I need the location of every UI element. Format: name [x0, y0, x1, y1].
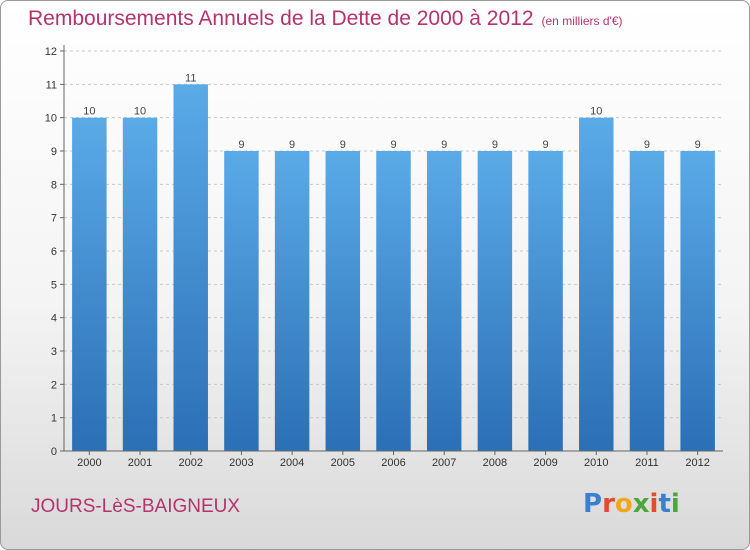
logo-letter: P: [583, 489, 603, 519]
y-tick-label: 2: [51, 379, 57, 391]
bar: [173, 84, 208, 451]
y-tick-label: 4: [51, 313, 57, 325]
data-label: 9: [390, 139, 396, 151]
bar: [224, 151, 259, 451]
y-tick-label: 3: [51, 346, 57, 358]
x-tick-label: 2003: [229, 457, 253, 469]
logo-letter: o: [614, 489, 633, 519]
bar: [680, 151, 715, 451]
logo-letter: x: [632, 489, 650, 519]
data-label: 9: [441, 139, 447, 151]
x-tick-label: 2006: [381, 457, 405, 469]
commune-name: JOURS-LèS-BAIGNEUX: [31, 496, 241, 517]
y-tick-label: 9: [51, 146, 57, 158]
y-tick-label: 0: [51, 446, 57, 458]
data-label: 10: [83, 106, 95, 118]
axes: [60, 45, 723, 455]
x-tick-label: 2011: [635, 457, 659, 469]
x-tick-label: 2008: [483, 457, 507, 469]
x-tick-label: 2012: [685, 457, 709, 469]
data-label: 10: [134, 106, 146, 118]
x-tick-label: 2000: [77, 457, 101, 469]
bars: [72, 84, 715, 452]
labels: 0123456789101112102000102001112002920039…: [45, 46, 710, 469]
logo-letter: i: [649, 489, 659, 519]
chart-title: Remboursements Annuels de la Dette de 20…: [28, 7, 623, 31]
y-tick-label: 5: [51, 279, 57, 291]
data-label: 9: [543, 139, 549, 151]
y-tick-label: 1: [51, 413, 57, 425]
y-tick-label: 10: [45, 113, 57, 125]
bar: [528, 151, 563, 451]
x-tick-label: 2005: [331, 457, 355, 469]
data-label: 10: [590, 106, 602, 118]
data-label: 9: [644, 139, 650, 151]
x-tick-label: 2002: [178, 457, 202, 469]
bar: [629, 151, 665, 451]
chart-unit: (en milliers d'€): [541, 14, 623, 28]
data-label: 11: [185, 72, 196, 84]
bar: [579, 117, 614, 452]
data-label: 9: [492, 139, 498, 151]
y-tick-label: 7: [51, 213, 57, 225]
bar: [274, 151, 310, 451]
y-tick-label: 6: [51, 246, 57, 258]
x-tick-label: 2001: [128, 457, 152, 469]
x-tick-label: 2009: [533, 457, 557, 469]
data-label: 9: [289, 139, 295, 151]
bar: [426, 151, 462, 451]
x-tick-label: 2007: [432, 457, 456, 469]
bar: [122, 117, 158, 452]
y-tick-label: 8: [51, 179, 57, 191]
y-tick-label: 12: [45, 46, 57, 58]
data-label: 9: [340, 139, 346, 151]
logo-letter: i: [670, 489, 680, 519]
bar: [477, 151, 513, 451]
x-tick-label: 2004: [280, 457, 304, 469]
data-label: 9: [238, 139, 244, 151]
bar: [72, 117, 107, 452]
logo-letter: r: [602, 489, 615, 519]
logo-letter: t: [658, 489, 671, 519]
y-tick-label: 11: [46, 79, 57, 91]
bar: [376, 151, 411, 451]
bar: [325, 151, 361, 451]
data-label: 9: [695, 139, 701, 151]
proxiti-logo: Proxiti: [583, 489, 680, 519]
chart-title-text: Remboursements Annuels de la Dette de 20…: [28, 7, 534, 30]
x-tick-label: 2010: [584, 457, 608, 469]
